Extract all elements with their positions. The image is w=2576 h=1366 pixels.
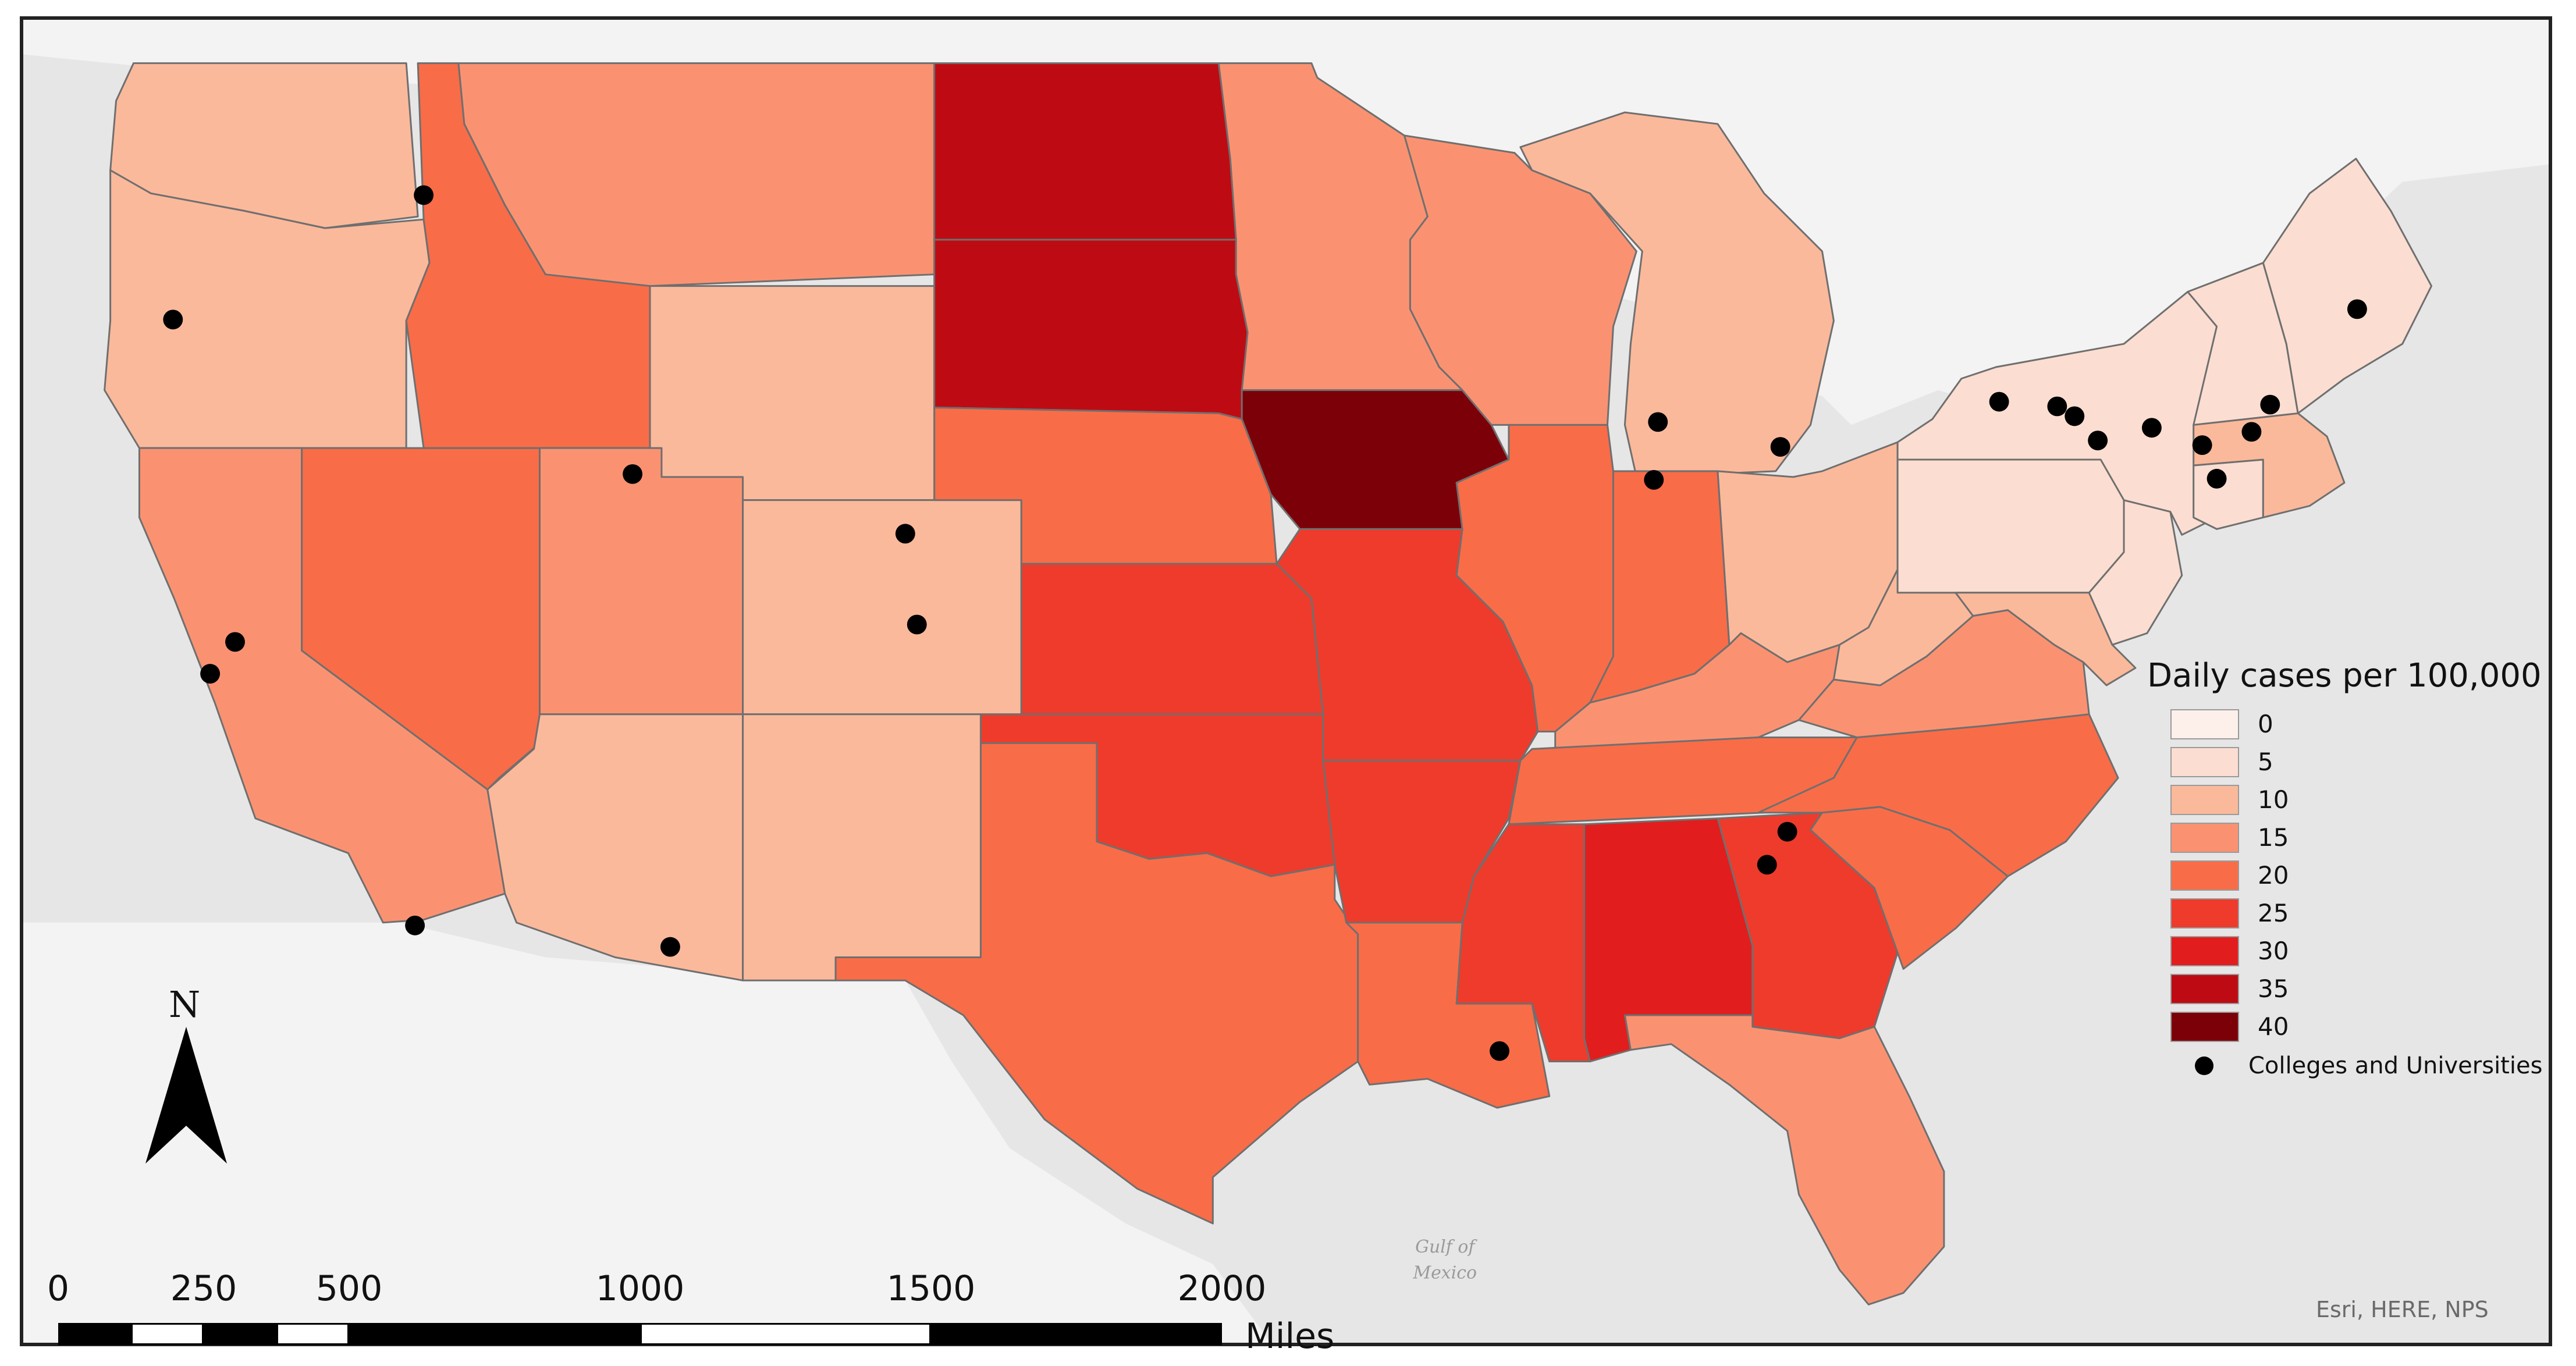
water-label-line2: Mexico — [1413, 1263, 1477, 1283]
canada-land — [23, 20, 2549, 425]
college-point[interactable] — [1777, 821, 1797, 842]
legend-class-row: 40 — [2147, 1008, 2549, 1045]
water-label-line1: Gulf of — [1415, 1237, 1477, 1257]
legend-class-label: 20 — [2258, 861, 2289, 890]
state-texas[interactable] — [834, 742, 1359, 1225]
college-points — [163, 185, 2367, 1061]
legend-class-label: 30 — [2258, 937, 2289, 965]
scale-tick-label: 2000 — [1177, 1268, 1267, 1309]
legend-class-label: 0 — [2258, 710, 2273, 738]
legend-points-label: Colleges and Universities — [2248, 1052, 2543, 1079]
state-florida[interactable] — [1623, 1014, 1945, 1305]
scale-segment — [640, 1323, 931, 1345]
legend-class-label: 15 — [2258, 823, 2289, 852]
college-point[interactable] — [2141, 418, 2162, 438]
scale-segment — [131, 1323, 204, 1345]
legend-class-row: 30 — [2147, 932, 2549, 970]
north-label: N — [169, 983, 201, 1026]
us-choropleth-map[interactable]: Gulf of Mexico — [23, 20, 2549, 1343]
college-point[interactable] — [895, 524, 915, 544]
college-point[interactable] — [1644, 469, 1664, 490]
legend-swatch — [2170, 746, 2239, 777]
legend-swatch — [2170, 973, 2239, 1004]
state-kansas[interactable] — [1020, 563, 1324, 716]
college-point[interactable] — [623, 464, 643, 484]
college-point[interactable] — [200, 664, 221, 684]
legend-class-row: 10 — [2147, 781, 2549, 819]
legend-swatch — [2170, 935, 2239, 966]
state-pennsylvania[interactable] — [1896, 458, 2137, 594]
legend-title: Daily cases per 100,000 — [2147, 657, 2542, 695]
mexico-land — [23, 922, 1271, 1343]
scale-segment — [276, 1323, 349, 1345]
legend-class-label: 25 — [2258, 899, 2289, 927]
state-north-carolina[interactable] — [1757, 713, 2119, 877]
scale-tick-label: 250 — [170, 1268, 237, 1309]
map-frame: Gulf of Mexico Daily cases per 100,000 0… — [20, 16, 2552, 1346]
scale-tick-label: 500 — [315, 1268, 383, 1309]
legend-swatch — [2170, 784, 2239, 815]
college-point[interactable] — [414, 185, 434, 205]
legend-swatch — [2170, 822, 2239, 853]
legend-swatch — [2170, 709, 2239, 739]
college-point[interactable] — [2241, 422, 2262, 442]
state-michigan[interactable] — [1519, 111, 1835, 478]
scale-segment — [204, 1323, 276, 1345]
college-point[interactable] — [907, 614, 927, 635]
legend-swatch — [2170, 898, 2239, 929]
college-point[interactable] — [1490, 1041, 1509, 1061]
scale-segment — [349, 1323, 640, 1345]
legend-class-row: 20 — [2147, 856, 2549, 894]
college-point[interactable] — [1770, 437, 1790, 457]
college-point-symbol — [2195, 1056, 2213, 1075]
legend-swatch — [2170, 1011, 2239, 1042]
college-point[interactable] — [405, 915, 425, 935]
legend-class-row: 5 — [2147, 743, 2549, 781]
state-maine[interactable] — [2262, 158, 2433, 414]
scale-tick-label: 0 — [47, 1268, 70, 1309]
scale-segment — [931, 1323, 1222, 1345]
college-point[interactable] — [2260, 394, 2280, 415]
college-point[interactable] — [2207, 468, 2227, 489]
legend-class-row: 15 — [2147, 819, 2549, 856]
legend-swatch — [2170, 860, 2239, 891]
state-utah[interactable] — [539, 447, 744, 716]
college-point[interactable] — [2088, 431, 2108, 451]
scale-segment — [58, 1323, 131, 1345]
legend-classes: 0 5 10 15 20 25 30 35 40 — [2147, 705, 2549, 1045]
legend-class-label: 5 — [2258, 748, 2273, 776]
state-new-mexico[interactable] — [742, 713, 982, 981]
state-colorado[interactable] — [742, 499, 1022, 716]
state-south-dakota[interactable] — [933, 239, 1249, 420]
legend-class-row: 25 — [2147, 894, 2549, 932]
state-connecticut[interactable] — [2193, 458, 2264, 530]
college-point[interactable] — [1989, 392, 2009, 412]
legend-class-row: 0 — [2147, 705, 2549, 743]
college-point[interactable] — [163, 310, 183, 330]
north-arrow-icon — [145, 1027, 227, 1164]
legend-class-label: 40 — [2258, 1012, 2289, 1041]
legend-points-row: Colleges and Universities — [2147, 1045, 2549, 1086]
college-point[interactable] — [1648, 412, 1668, 432]
map-attribution: Esri, HERE, NPS — [2316, 1297, 2489, 1322]
legend-class-label: 10 — [2258, 785, 2289, 814]
scale-tick-label: 1000 — [595, 1268, 685, 1309]
college-point[interactable] — [225, 632, 245, 652]
college-point[interactable] — [1757, 855, 1777, 875]
college-point[interactable] — [2192, 435, 2212, 456]
scale-bar: 0 250 500 1000 1500 2000 Miles — [47, 1268, 1338, 1357]
legend-class-label: 35 — [2258, 974, 2289, 1003]
state-wyoming[interactable] — [649, 285, 936, 501]
state-north-dakota[interactable] — [933, 62, 1237, 241]
college-point[interactable] — [660, 937, 680, 957]
college-point[interactable] — [2047, 396, 2067, 417]
map-legend: Daily cases per 100,000 0 5 10 15 20 25 30 35 40… — [2147, 657, 2549, 1086]
college-point[interactable] — [2347, 299, 2367, 319]
legend-class-row: 35 — [2147, 970, 2549, 1008]
scale-tick-label: 1500 — [886, 1268, 976, 1309]
state-new-jersey[interactable] — [2088, 499, 2183, 646]
college-point[interactable] — [2065, 406, 2085, 426]
scale-units: Miles — [1245, 1316, 1335, 1357]
state-massachusetts[interactable] — [2193, 412, 2346, 518]
